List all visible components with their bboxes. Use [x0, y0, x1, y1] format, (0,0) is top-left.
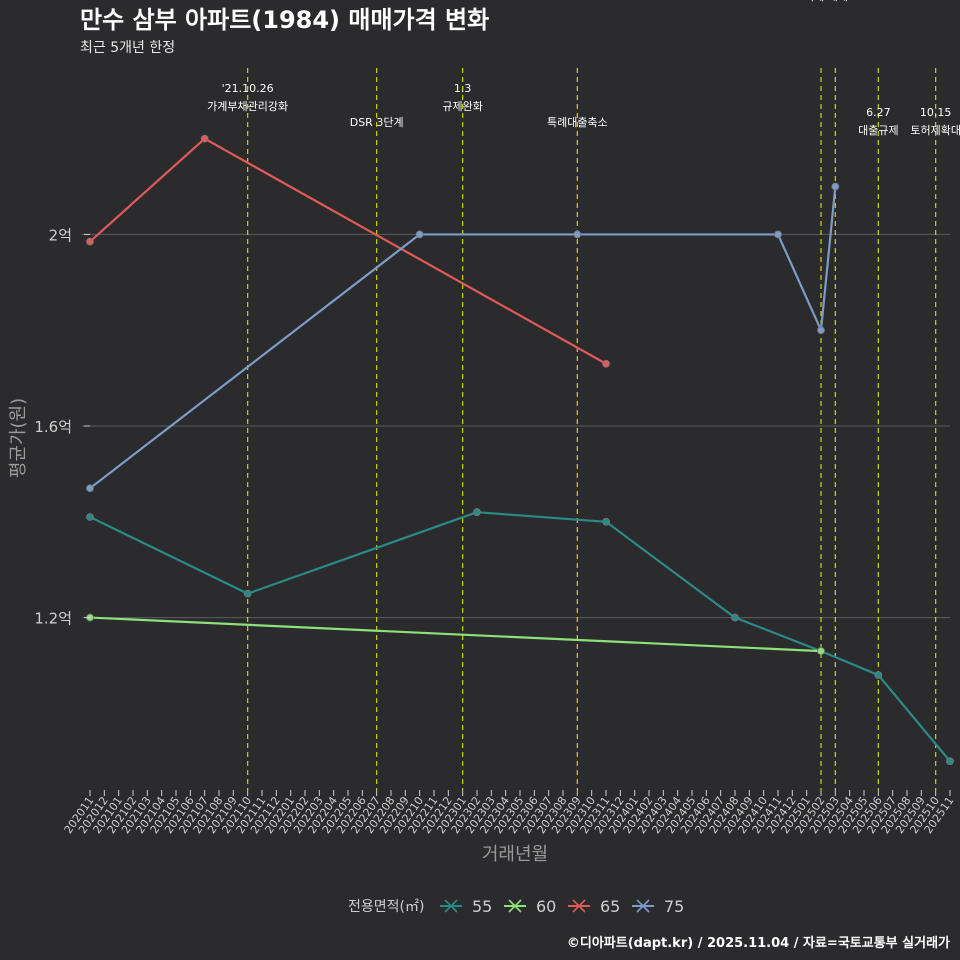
- series-line-55: [89, 511, 951, 762]
- event-label-name: 규제완화: [442, 100, 482, 113]
- data-point-55: [731, 613, 739, 622]
- data-point-65: [200, 134, 209, 143]
- data-point-75: [415, 230, 424, 239]
- data-point-75: [573, 230, 582, 239]
- legend-key-mark: [444, 899, 458, 913]
- data-point-65: [86, 237, 94, 246]
- grid-layer: [82, 233, 950, 619]
- series-line-75: [89, 186, 837, 490]
- legend-label: 75: [664, 897, 684, 916]
- legend-item-60: 60: [504, 897, 556, 916]
- legend-key-mark: [572, 899, 586, 913]
- event-label-date: 1.3: [454, 82, 472, 95]
- series-line-60: [89, 616, 822, 653]
- y-tick-label: 1.2억: [34, 610, 72, 628]
- event-label-date: 6.27: [866, 106, 891, 119]
- chart-subtitle: 최근 5개년 한정: [80, 40, 175, 56]
- data-point-55: [602, 517, 610, 526]
- legend-key-mark: [636, 899, 650, 913]
- chart-title: 만수 삼부 아파트(1984) 매매가격 변화: [80, 6, 489, 34]
- y-axis-title: 평균가(원): [8, 398, 29, 478]
- event-label-date: 토허제 해제: [794, 0, 848, 3]
- event-label-name: 대출규제: [858, 124, 898, 137]
- x-axis-title: 거래년월: [482, 844, 548, 865]
- data-point-75: [831, 182, 840, 191]
- data-point-65: [602, 359, 610, 368]
- data-point-75: [774, 230, 782, 239]
- series-layer: [86, 134, 954, 766]
- data-point-55: [86, 513, 94, 521]
- legend-label: 55: [472, 897, 492, 916]
- axis-layer: 1.2억1.6억2억202011202012202101202102202103…: [34, 226, 956, 836]
- legend-label: 65: [600, 897, 620, 916]
- legend-item-55: 55: [440, 897, 492, 916]
- event-label-name: DSR 3단계: [350, 116, 404, 129]
- data-point-55: [243, 589, 252, 598]
- legend: 전용면적(㎡) 55 60 65 75: [348, 897, 684, 916]
- event-label-name: 가계부채관리강화: [207, 100, 288, 113]
- legend-item-75: 75: [632, 897, 684, 916]
- data-point-55: [946, 757, 954, 766]
- legend-key-mark: [508, 899, 522, 913]
- caption: ©디아파트(dapt.kr) / 2025.11.04 / 자료=국토교통부 실…: [567, 935, 950, 951]
- event-label-name: 토허제확대: [910, 124, 960, 137]
- legend-label: 60: [536, 897, 556, 916]
- legend-title: 전용면적(㎡): [348, 899, 424, 915]
- legend-item-65: 65: [568, 897, 620, 916]
- event-label-date: 10.15: [920, 106, 952, 119]
- series-line-65: [89, 137, 607, 365]
- data-point-75: [817, 326, 825, 335]
- data-point-75: [86, 484, 94, 493]
- y-tick-label: 2억: [49, 226, 72, 244]
- y-tick-label: 1.6억: [34, 418, 72, 436]
- event-label-date: '21.10.26: [222, 82, 274, 95]
- data-point-60: [817, 647, 825, 656]
- event-label-name: 특례대출축소: [547, 116, 608, 129]
- data-point-55: [874, 671, 883, 679]
- data-point-55: [473, 508, 481, 517]
